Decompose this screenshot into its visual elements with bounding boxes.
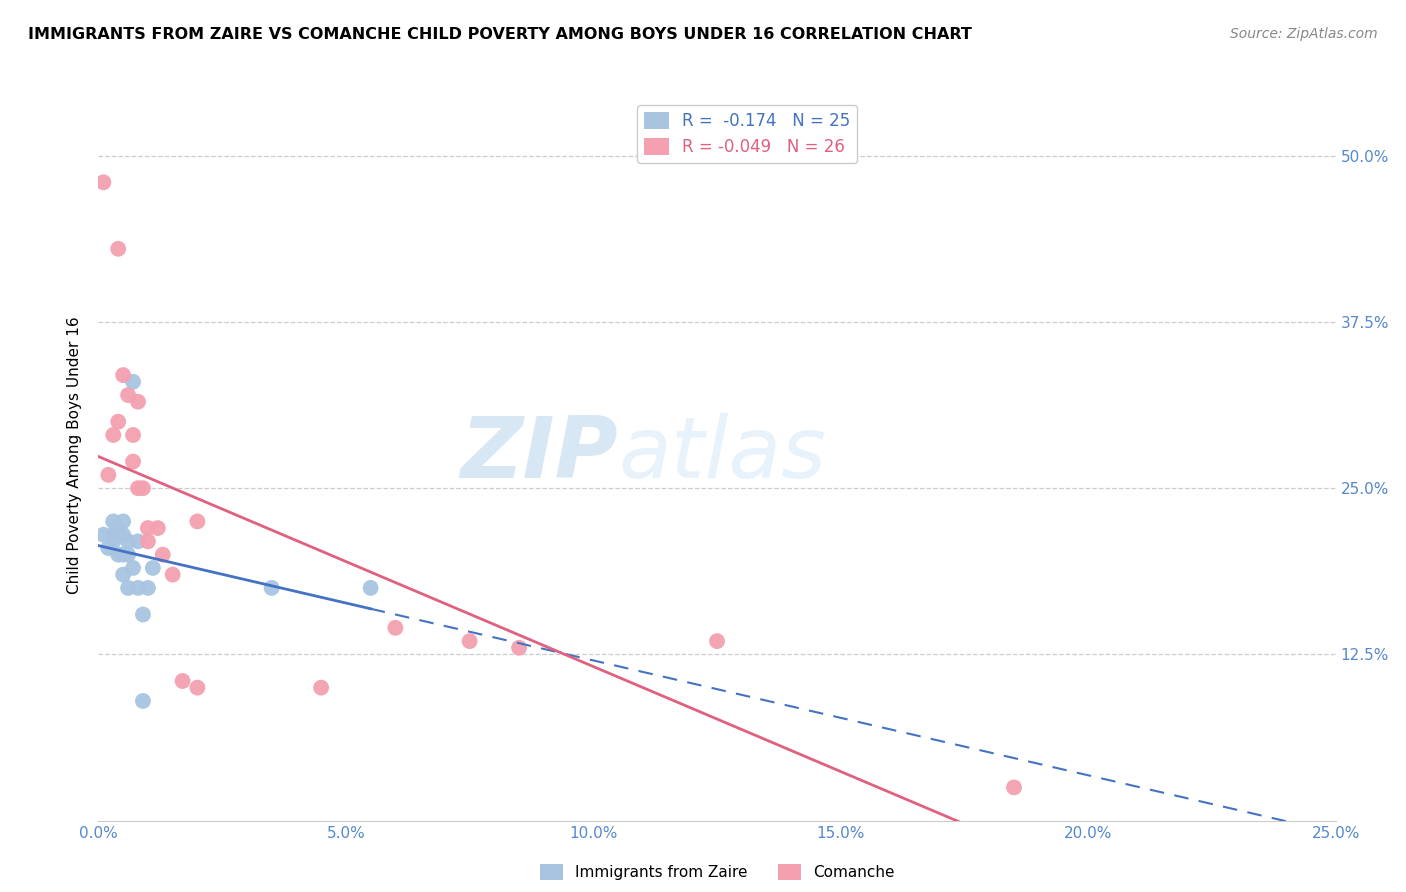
Point: [360, 581, 382, 595]
Point: [162, 567, 184, 582]
Text: IMMIGRANTS FROM ZAIRE VS COMANCHE CHILD POVERTY AMONG BOYS UNDER 16 CORRELATION : IMMIGRANTS FROM ZAIRE VS COMANCHE CHILD …: [28, 27, 972, 42]
Point: [127, 581, 149, 595]
Point: [186, 515, 208, 529]
Point: [107, 242, 129, 256]
Point: [122, 375, 145, 389]
Point: [117, 388, 139, 402]
Point: [112, 548, 135, 562]
Point: [117, 581, 139, 595]
Point: [107, 521, 129, 535]
Point: [103, 428, 125, 442]
Point: [132, 481, 155, 495]
Point: [122, 561, 145, 575]
Point: [93, 175, 115, 189]
Point: [112, 527, 135, 541]
Point: [136, 534, 159, 549]
Point: [112, 567, 135, 582]
Point: [142, 561, 165, 575]
Point: [132, 694, 155, 708]
Point: [93, 527, 115, 541]
Y-axis label: Child Poverty Among Boys Under 16: Child Poverty Among Boys Under 16: [67, 316, 83, 594]
Point: [136, 581, 159, 595]
Point: [706, 634, 728, 648]
Point: [117, 548, 139, 562]
Legend: Immigrants from Zaire, Comanche: Immigrants from Zaire, Comanche: [533, 858, 901, 886]
Point: [107, 527, 129, 541]
Point: [103, 527, 125, 541]
Point: [146, 521, 169, 535]
Text: Source: ZipAtlas.com: Source: ZipAtlas.com: [1230, 27, 1378, 41]
Point: [309, 681, 332, 695]
Point: [132, 607, 155, 622]
Point: [508, 640, 530, 655]
Point: [122, 428, 145, 442]
Point: [112, 515, 135, 529]
Point: [103, 515, 125, 529]
Point: [172, 673, 194, 688]
Text: atlas: atlas: [619, 413, 827, 497]
Point: [117, 534, 139, 549]
Point: [107, 415, 129, 429]
Point: [1002, 780, 1025, 795]
Point: [186, 681, 208, 695]
Point: [384, 621, 406, 635]
Point: [103, 534, 125, 549]
Point: [97, 541, 120, 555]
Point: [122, 454, 145, 468]
Point: [97, 467, 120, 482]
Point: [458, 634, 481, 648]
Point: [107, 548, 129, 562]
Point: [152, 548, 174, 562]
Text: ZIP: ZIP: [460, 413, 619, 497]
Point: [260, 581, 283, 595]
Point: [127, 481, 149, 495]
Point: [127, 534, 149, 549]
Point: [112, 368, 135, 383]
Point: [127, 394, 149, 409]
Point: [136, 521, 159, 535]
